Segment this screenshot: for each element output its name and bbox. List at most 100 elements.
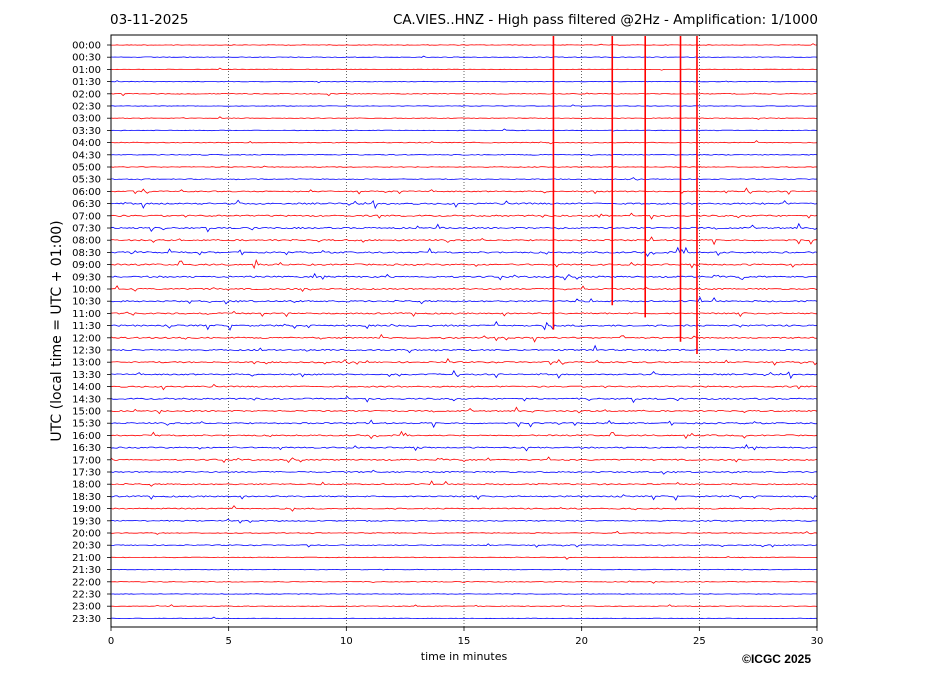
- trace-row: [110, 430, 818, 440]
- trace-row: [110, 236, 818, 246]
- row-time-label: 22:00: [72, 577, 101, 588]
- trace-row: [110, 456, 818, 464]
- trace-row: [110, 222, 818, 233]
- row-time-label: 10:30: [72, 297, 101, 308]
- trace-row: [110, 199, 818, 210]
- row-time-label: 00:30: [72, 53, 101, 64]
- trace-row: [110, 494, 818, 501]
- row-time-label: 07:30: [72, 224, 101, 235]
- row-time-label: 03:00: [72, 114, 101, 125]
- trace-row: [111, 104, 818, 107]
- row-time-label: 15:00: [72, 407, 101, 418]
- row-time-label: 10:00: [72, 285, 101, 296]
- traces: [110, 43, 818, 620]
- row-time-label: 03:30: [72, 126, 101, 137]
- x-tick-label: 0: [108, 636, 114, 647]
- spikes: [552, 36, 698, 354]
- row-time-label: 21:00: [72, 553, 101, 564]
- trace-row: [110, 212, 818, 220]
- trace-row: [110, 556, 818, 560]
- row-time-label: 13:00: [72, 358, 101, 369]
- row-time-label: 06:00: [72, 187, 101, 198]
- row-time-label: 19:30: [72, 516, 101, 527]
- trace-row: [110, 518, 818, 524]
- row-time-label: 16:00: [72, 431, 101, 442]
- trace-row: [110, 369, 818, 380]
- trace-row: [110, 469, 817, 475]
- row-time-label: 17:00: [72, 455, 101, 466]
- row-time-label: 11:30: [72, 321, 101, 332]
- row-time-label: 23:30: [72, 614, 101, 625]
- x-tick-label: 15: [458, 636, 471, 647]
- row-time-label: 20:00: [72, 529, 101, 540]
- row-time-label: 13:30: [72, 370, 101, 381]
- row-time-label: 14:30: [72, 394, 101, 405]
- x-tick-labels: 0 5 10 15 20 25 30: [108, 627, 824, 647]
- row-time-label: 17:30: [72, 468, 101, 479]
- trace-row: [110, 333, 818, 343]
- trace-row: [111, 43, 817, 46]
- trace-row: [111, 616, 818, 620]
- trace-row: [110, 320, 818, 331]
- trace-row: [110, 310, 818, 318]
- trace-row: [111, 258, 818, 270]
- x-tick-label: 10: [340, 636, 353, 647]
- row-time-label: 12:30: [72, 346, 101, 357]
- trace-row: [111, 604, 818, 607]
- trace-row: [111, 530, 818, 535]
- row-time-label: 02:30: [72, 102, 101, 113]
- row-time-label: 15:30: [72, 419, 101, 430]
- trace-row: [110, 128, 818, 132]
- row-time-label: 19:00: [72, 504, 101, 515]
- trace-row: [110, 406, 818, 415]
- plot-frame: [110, 34, 818, 628]
- trace-row: [110, 140, 818, 145]
- row-time-label: 08:30: [72, 248, 101, 259]
- row-time-label: 22:30: [72, 590, 101, 601]
- trace-row: [110, 358, 818, 366]
- trace-row: [110, 67, 818, 71]
- trace-row: [110, 593, 818, 595]
- row-time-label: 06:30: [72, 199, 101, 210]
- trace-row: [110, 153, 818, 157]
- row-time-label: 05:00: [72, 163, 101, 174]
- row-time-label: 01:00: [72, 65, 101, 76]
- trace-row: [110, 246, 818, 258]
- trace-row: [111, 80, 818, 84]
- x-tick-label: 5: [225, 636, 231, 647]
- row-time-label: 04:00: [72, 138, 101, 149]
- trace-row: [110, 92, 818, 97]
- row-time-label: 07:00: [72, 211, 101, 222]
- trace-row: [110, 344, 818, 354]
- trace-row: [110, 116, 818, 120]
- copyright-label: ©ICGC 2025: [742, 652, 811, 666]
- row-time-label: 09:00: [72, 260, 101, 271]
- x-tick-label: 30: [811, 636, 824, 647]
- row-time-label: 00:00: [72, 41, 101, 52]
- trace-row: [110, 296, 818, 305]
- trace-row: [110, 383, 818, 391]
- row-time-label: 05:30: [72, 175, 101, 186]
- trace-row: [110, 419, 818, 429]
- gridlines: [228, 35, 700, 627]
- trace-row: [110, 444, 818, 452]
- row-time-label: 12:00: [72, 333, 101, 344]
- date-label: 03-11-2025: [110, 12, 189, 28]
- trace-row: [110, 480, 818, 487]
- y-axis-label: UTC (local time = UTC + 01:00): [49, 220, 65, 441]
- row-time-label: 16:30: [72, 443, 101, 454]
- row-time-label: 04:30: [72, 150, 101, 161]
- row-time-label: 08:00: [72, 236, 101, 247]
- row-time-label: 14:00: [72, 382, 101, 393]
- trace-row: [110, 272, 818, 281]
- row-time-label: 18:30: [72, 492, 101, 503]
- row-time-label: 09:30: [72, 272, 101, 283]
- row-time-label: 20:30: [72, 541, 101, 552]
- row-time-label: 21:30: [72, 565, 101, 576]
- trace-row: [110, 505, 818, 512]
- trace-row: [110, 187, 818, 195]
- row-time-label: 18:00: [72, 480, 101, 491]
- row-time-label: 11:00: [72, 309, 101, 320]
